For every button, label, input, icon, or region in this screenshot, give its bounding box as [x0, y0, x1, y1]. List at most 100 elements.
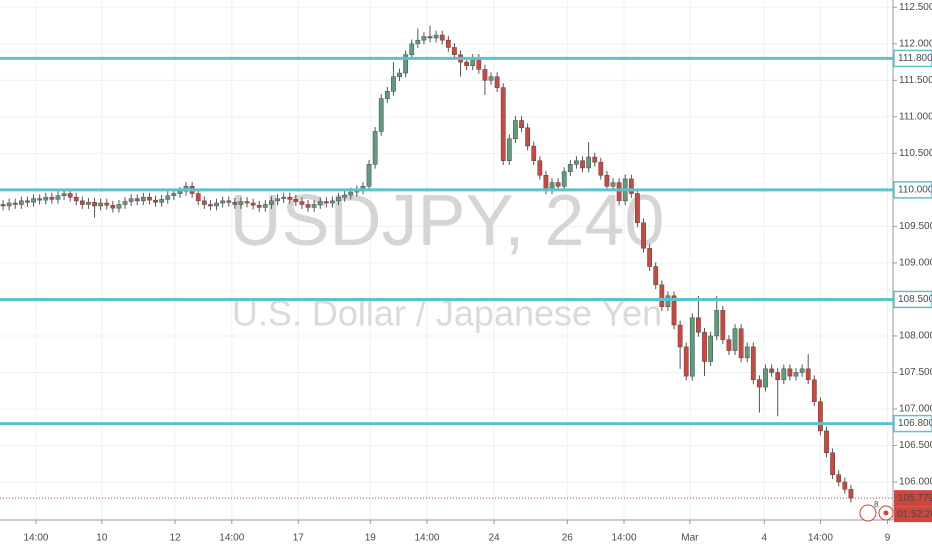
- candle-body: [73, 196, 79, 202]
- candle-body: [208, 204, 213, 207]
- candle-body: [824, 430, 829, 454]
- candle-body: [574, 160, 579, 165]
- candle-body: [519, 120, 524, 129]
- candle-body: [18, 200, 24, 205]
- candle-body: [12, 202, 18, 205]
- candle-body: [555, 182, 561, 187]
- level-label: 110.000: [898, 185, 932, 196]
- y-tick-label: 112.000: [899, 38, 932, 49]
- candle-body: [842, 481, 848, 490]
- x-tick-label: 14:00: [808, 533, 833, 544]
- candle-body: [738, 328, 744, 359]
- candle-body: [61, 193, 67, 196]
- candle-body: [55, 195, 61, 200]
- candle-body: [366, 164, 372, 187]
- candle-body: [116, 204, 122, 209]
- candle-body: [500, 87, 506, 161]
- x-tick-label: 10: [96, 533, 108, 544]
- candle-body: [775, 372, 781, 381]
- candle-body: [750, 346, 756, 381]
- candle-body: [232, 202, 238, 205]
- candle-body: [397, 72, 402, 77]
- candle-body: [744, 346, 750, 359]
- candle-body: [677, 324, 683, 348]
- candle-body: [537, 160, 543, 176]
- candle-body: [647, 248, 653, 267]
- candle-body: [275, 198, 280, 202]
- candle-body: [482, 69, 488, 81]
- alert-icon[interactable]: 8: [859, 500, 879, 522]
- candle-body: [799, 368, 805, 373]
- candle-body: [598, 161, 604, 176]
- candle-body: [269, 200, 274, 205]
- candle-body: [818, 401, 823, 432]
- candle-body: [305, 204, 311, 208]
- candle-body: [177, 191, 183, 194]
- candle-body: [580, 160, 585, 169]
- y-tick-label: 107.500: [899, 367, 932, 378]
- level-label: 111.800: [898, 53, 932, 64]
- candle-body: [299, 201, 305, 205]
- candle-body: [153, 199, 158, 203]
- candle-body: [293, 199, 299, 202]
- countdown-label: 01:52:26: [897, 509, 932, 520]
- candle-body: [732, 328, 738, 351]
- candle-body: [6, 202, 12, 207]
- y-tick-label: 107.000: [899, 404, 932, 415]
- candle-body: [49, 196, 55, 200]
- candle-body: [323, 201, 329, 204]
- candle-body: [250, 202, 256, 206]
- candle-body: [836, 474, 842, 483]
- x-tick-label: 14:00: [414, 533, 439, 544]
- level-label-box: [893, 181, 932, 199]
- candle-body: [604, 175, 610, 187]
- candle-body: [336, 196, 341, 202]
- candle-body: [384, 91, 390, 99]
- candle-body: [372, 131, 378, 165]
- candle-body: [787, 368, 793, 377]
- y-tick-label: 111.500: [899, 75, 932, 86]
- level-label-box: [893, 49, 932, 68]
- candle-body: [226, 200, 232, 203]
- x-tick-label: 14:00: [219, 533, 244, 544]
- candle-body: [281, 196, 287, 199]
- candle-body: [781, 368, 787, 381]
- candle-body: [92, 202, 97, 207]
- candle-body: [616, 182, 622, 202]
- candle-body: [330, 200, 335, 204]
- candle-body: [67, 193, 73, 198]
- candle-body: [531, 145, 537, 161]
- level-label: 106.800: [898, 418, 932, 429]
- y-tick-label: 109.500: [899, 221, 932, 232]
- candle-body: [348, 191, 354, 196]
- candle-body: [641, 222, 646, 249]
- candle-body: [592, 156, 598, 163]
- alert-circle[interactable]: [859, 504, 877, 522]
- candle-body: [464, 61, 470, 66]
- candle-body: [769, 368, 775, 373]
- candle-body: [494, 76, 500, 88]
- candle-body: [31, 198, 36, 203]
- candle-body: [122, 201, 128, 205]
- candle-body: [610, 182, 616, 187]
- candle-body: [262, 204, 268, 208]
- candle-body: [659, 284, 665, 307]
- candle-body: [805, 368, 811, 381]
- y-tick-label: 110.500: [899, 148, 932, 159]
- candle-body: [317, 201, 323, 205]
- candle-body: [311, 204, 317, 208]
- candle-body: [342, 194, 348, 198]
- candle-body: [409, 43, 415, 56]
- level-label: 108.500: [898, 294, 932, 305]
- candle-body: [134, 198, 140, 202]
- candle-body: [525, 127, 531, 147]
- replay-icon[interactable]: [878, 505, 894, 521]
- last-price-box: [894, 490, 932, 507]
- candle-body: [433, 34, 439, 39]
- candle-body: [140, 196, 146, 202]
- candle-body: [708, 335, 714, 362]
- candle-body: [391, 76, 396, 92]
- candle-body: [830, 452, 835, 475]
- last-price-label: 105.779: [898, 493, 932, 504]
